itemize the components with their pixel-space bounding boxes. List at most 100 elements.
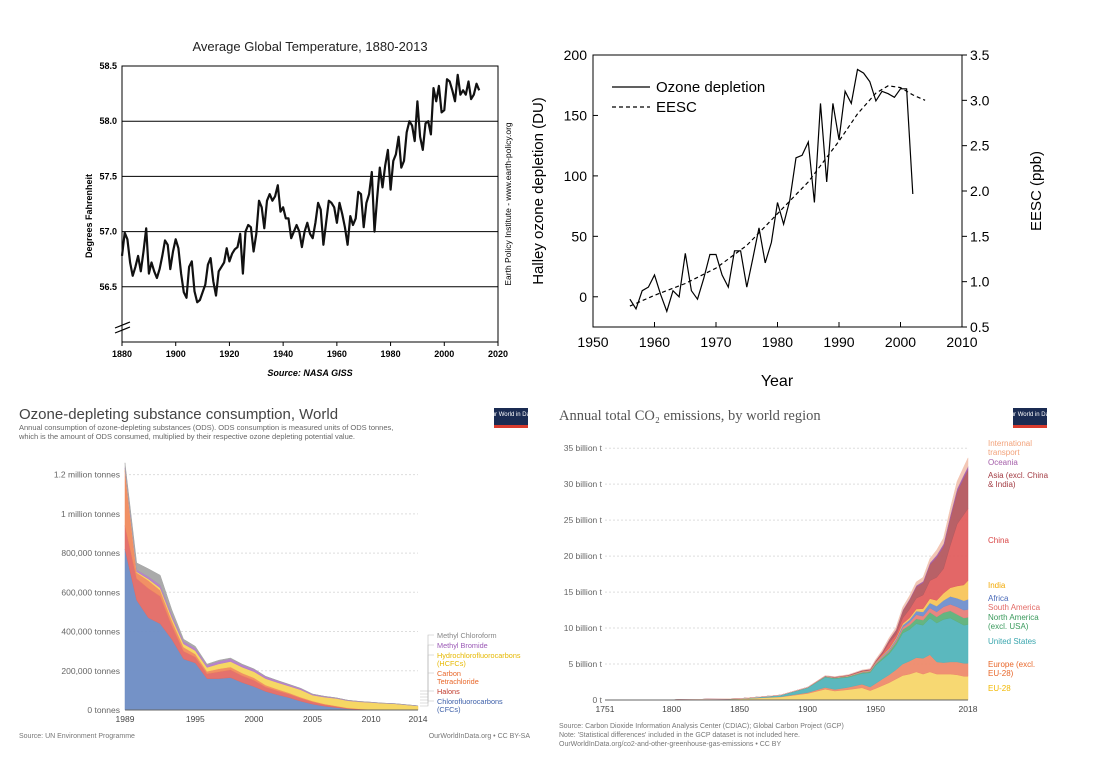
x-tick-label: 1950 [866, 704, 885, 714]
x-tick-label: 2010 [362, 714, 381, 724]
y-tick-label: 600,000 tonnes [61, 587, 120, 597]
series-label: Methyl Bromide [437, 641, 488, 650]
temperature-line [120, 73, 481, 304]
ozone-x-axis-label: Year [761, 373, 794, 390]
ods-chart-subtitle-line1: Annual consumption of ozone-depleting su… [19, 423, 393, 432]
series-label: transport [988, 448, 1020, 457]
temperature-chart-title: Average Global Temperature, 1880-2013 [192, 39, 427, 54]
axis-break-mark [114, 321, 131, 329]
co2-emissions-chart: Annual total CO₂ emissions, by world reg… [559, 408, 1055, 748]
series-label: & India) [988, 480, 1016, 489]
y-tick-label: 57.5 [99, 171, 117, 181]
series-label: Africa [988, 594, 1009, 603]
temperature-source: Source: NASA GISS [267, 368, 352, 378]
x-tick-label: 1850 [730, 704, 749, 714]
x-tick-label: 2020 [488, 349, 508, 359]
x-tick-label: 1950 [577, 334, 608, 350]
y-tick-label: 0 [579, 289, 587, 305]
series-label: India [988, 581, 1006, 590]
ozone-depletion-line [629, 68, 914, 314]
legend-label-eesc: EESC [656, 99, 697, 116]
temperature-plot-frame [121, 65, 499, 343]
x-tick-label: 1960 [639, 334, 670, 350]
x-tick-label: 1900 [798, 704, 817, 714]
x-tick-label: 1995 [186, 714, 205, 724]
y-tick-label: 58.0 [99, 116, 117, 126]
x-tick-label: 1980 [762, 334, 793, 350]
owid-logo: Our World in Data [487, 408, 536, 428]
series-label: Chlorofluorocarbons [437, 697, 503, 706]
y-tick-label: 1 million tonnes [61, 509, 120, 519]
label-connector [420, 654, 434, 701]
y2-tick-label: 1.5 [970, 228, 990, 244]
label-connector [420, 690, 434, 702]
x-tick-label: 1920 [219, 349, 239, 359]
y2-tick-label: 0.5 [970, 319, 990, 335]
x-tick-label: 2005 [303, 714, 322, 724]
ods-credit: OurWorldInData.org • CC BY-SA [429, 733, 531, 740]
x-tick-label: 2018 [959, 704, 978, 714]
y-tick-label: 0 tonnes [87, 705, 120, 715]
x-tick-label: 2014 [409, 714, 428, 724]
y-tick-label: 10 billion t [564, 623, 603, 633]
eesc-line [629, 85, 926, 307]
series-label: Tetrachloride [437, 677, 479, 686]
x-tick-label: 1800 [662, 704, 681, 714]
y2-tick-label: 3.5 [970, 47, 990, 63]
co2-source-line1: Source: Carbon Dioxide Information Analy… [559, 723, 844, 730]
ozone-legend: Ozone depletion EESC [612, 79, 765, 116]
temperature-side-note: Earth Policy Institute - www.earth-polic… [503, 122, 513, 286]
series-label: South America [988, 603, 1041, 612]
y-tick-label: 100 [564, 168, 588, 184]
series-label: Methyl Chloroform [437, 631, 497, 640]
x-tick-label: 1900 [166, 349, 186, 359]
series-label: (excl. USA) [988, 622, 1029, 631]
x-tick-label: 1990 [823, 334, 854, 350]
co2-source-line2: Note: 'Statistical differences' included… [559, 732, 800, 739]
x-tick-label: 2010 [946, 334, 977, 350]
ozone-eesc-chart: 1950 1960 1970 1980 1990 2000 2010 0 50 100 150 20… [530, 47, 1045, 390]
x-tick-label: 1940 [273, 349, 293, 359]
y-tick-label: 200,000 tonnes [61, 666, 120, 676]
y-tick-label: 30 billion t [564, 479, 603, 489]
series-label: (CFCs) [437, 705, 461, 714]
y2-tick-label: 1.0 [970, 274, 990, 290]
legend-label-ozone: Ozone depletion [656, 79, 765, 96]
x-tick-label: 1960 [327, 349, 347, 359]
ods-chart-subtitle-line2: which is the amount of ODS consumed, mul… [18, 432, 355, 441]
co2-international-transport-area [604, 457, 969, 701]
owid-logo-text: Our World in Data [1006, 412, 1055, 418]
y-tick-label: 35 billion t [564, 443, 603, 453]
y-tick-label: 25 billion t [564, 515, 603, 525]
x-tick-label: 1970 [700, 334, 731, 350]
series-label: Halons [437, 687, 460, 696]
x-tick-label: 1989 [116, 714, 135, 724]
ods-source: Source: UN Environment Programme [19, 733, 135, 740]
ods-chart-title: Ozone-depleting substance consumption, W… [19, 406, 338, 423]
series-label: North America [988, 613, 1039, 622]
y-tick-label: 800,000 tonnes [61, 548, 120, 558]
temperature-chart: Average Global Temperature, 1880-2013 56… [84, 39, 513, 378]
series-label: Oceania [988, 458, 1018, 467]
series-label: (HCFCs) [437, 659, 466, 668]
ozone-y-axis-label: Halley ozone depletion (DU) [530, 97, 547, 285]
series-label: Hydrochlorofluorocarbons [437, 651, 521, 660]
series-label: International [988, 439, 1032, 448]
y-tick-label: 5 billion t [568, 659, 602, 669]
y-tick-label: 57.0 [99, 227, 117, 237]
x-tick-label: 2000 [244, 714, 263, 724]
y-tick-label: 1.2 million tonnes [54, 470, 120, 480]
series-label: Carbon [437, 669, 461, 678]
label-connector [420, 690, 434, 695]
y-tick-label: 58.5 [99, 61, 117, 71]
axis-break-mark [114, 326, 131, 334]
x-tick-label: 2000 [885, 334, 916, 350]
ods-consumption-chart: Ozone-depleting substance consumption, W… [18, 406, 536, 740]
co2-source-line3: OurWorldInData.org/co2-and-other-greenho… [559, 741, 781, 748]
y-tick-label: 56.5 [99, 282, 117, 292]
y-tick-label: 50 [571, 228, 587, 244]
y2-tick-label: 2.5 [970, 138, 990, 154]
owid-logo: Our World in Data [1006, 408, 1055, 428]
eesc-y-axis-label: EESC (ppb) [1028, 151, 1045, 231]
